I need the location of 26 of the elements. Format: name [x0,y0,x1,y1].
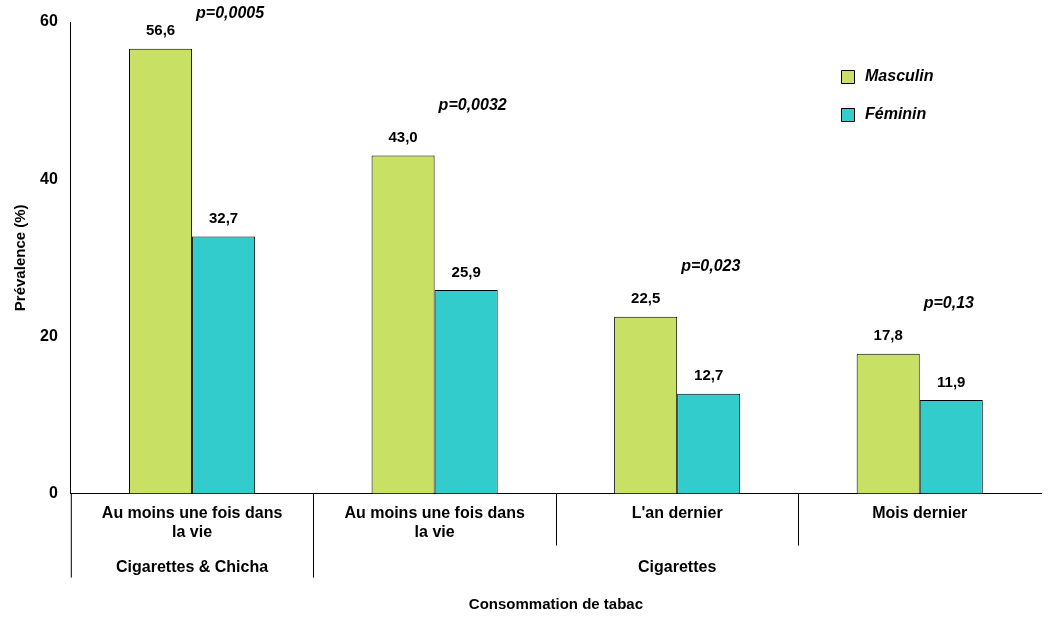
legend-label: Masculin [865,67,934,85]
y-tick-label: 60 [40,12,58,30]
y-tick-label: 40 [40,169,58,187]
text: Cigarettes & Chicha [116,558,269,576]
data-label: 22,5 [631,289,661,307]
data-label: 11,9 [937,372,966,390]
x-tick-label: Au moins une fois dans la vie [344,503,525,540]
x-tick-label: L'an dernier [631,503,723,521]
data-label: 43,0 [388,128,418,146]
text: Cigarettes [638,558,717,576]
annotation: p=0,0032 [437,96,507,114]
y-tick-label: 20 [40,326,58,344]
data-label: 56,6 [145,21,176,39]
x-tick-label: Mois dernier [872,503,968,521]
y-axis-title: Prévalence (%) [11,204,29,312]
data-label: 25,9 [451,262,481,280]
legend-label: Féminin [865,105,927,123]
data-label: 12,7 [694,366,724,384]
data-label: 32,7 [209,209,239,227]
text: p=0,0005 [195,4,266,22]
data-label: 17,8 [873,326,903,344]
annotation: p=0,13 [922,294,975,312]
y-tick-label: 0 [48,484,58,502]
annotation: p=0,023 [680,257,741,275]
x-tick-label: Au moins une fois dans la vie [101,503,283,540]
x-axis-title: Consommation de tabac [468,595,643,613]
